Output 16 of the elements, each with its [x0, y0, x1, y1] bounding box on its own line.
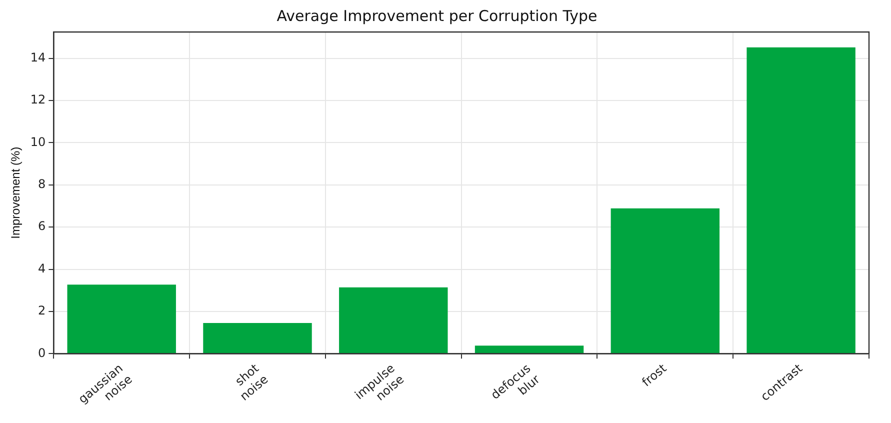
- bar: [67, 284, 176, 354]
- y-tick-label: 2: [38, 304, 46, 318]
- bar: [339, 287, 448, 354]
- bar: [746, 47, 856, 354]
- y-tick-label: 6: [38, 219, 46, 234]
- chart-title: Average Improvement per Corruption Type: [276, 6, 598, 25]
- bar: [203, 323, 312, 354]
- y-tick-label: 4: [38, 261, 46, 276]
- y-tick-label: 14: [30, 50, 46, 64]
- y-tick-label: 12: [30, 92, 46, 107]
- y-tick-label: 10: [30, 134, 46, 149]
- y-tick-label: 0: [38, 346, 46, 360]
- bar: [610, 208, 720, 354]
- bar: [474, 346, 584, 354]
- y-tick-label: 8: [38, 177, 46, 192]
- y-axis-title: Improvement (%): [8, 146, 23, 239]
